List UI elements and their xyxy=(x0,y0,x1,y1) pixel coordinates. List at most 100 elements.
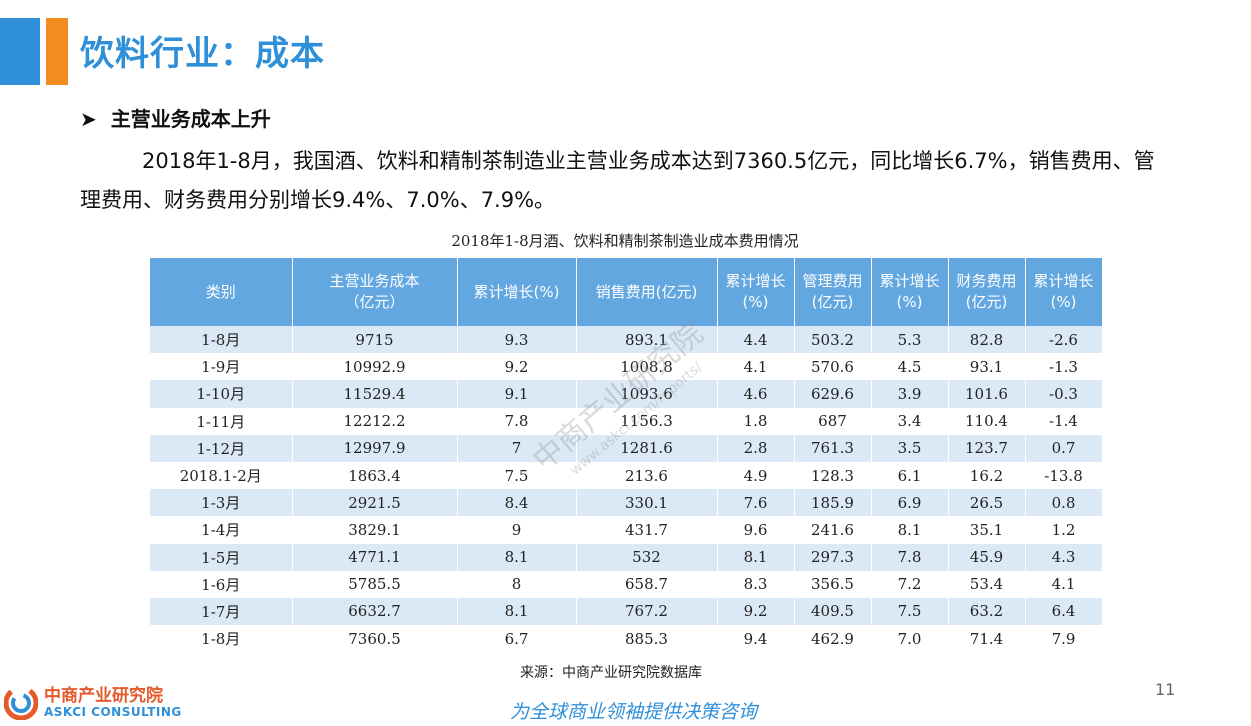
table-header-cell: 累计增长 (%) xyxy=(717,258,795,326)
table-row: 1-7月 6632.7 8.1 767.2 9.2 409.5 7.5 63.2 6.4 xyxy=(150,597,1103,626)
company-logo: 中商产业研究院 ASKCI CONSULTING xyxy=(3,685,182,721)
table-cell: 767.2 xyxy=(576,597,718,626)
table-cell: 6.1 xyxy=(871,461,949,490)
table-cell: 297.3 xyxy=(794,543,872,571)
table-cell: 431.7 xyxy=(576,516,718,544)
table-cell: 7.6 xyxy=(717,489,795,517)
table-cell: 3829.1 xyxy=(292,516,458,544)
table-row: 1-12月 12997.9 7 1281.6 2.8 761.3 3.5 123.7 0.7 xyxy=(150,434,1103,462)
table-cell: 3.9 xyxy=(871,380,949,408)
table-row: 2018.1-2月 1863.4 7.5 213.6 4.9 128.3 6.1 16.2 -1… xyxy=(150,461,1103,490)
table-cell: 2018.1-2月 xyxy=(150,461,293,490)
table-cell: -0.3 xyxy=(1025,380,1103,408)
table-cell: 7 xyxy=(457,434,577,462)
table-row: 1-4月 3829.1 9 431.7 9.6 241.6 8.1 35.1 1.2 xyxy=(150,516,1103,544)
table-cell: 8.3 xyxy=(717,570,795,598)
table-cell: 1156.3 xyxy=(576,407,718,435)
table-cell: 6632.7 xyxy=(292,597,458,626)
table-cell: 6.9 xyxy=(871,489,949,517)
table-cell: 4.3 xyxy=(1025,543,1103,571)
table-header-cell: 累计增长(%) xyxy=(457,258,577,326)
table-cell: -1.4 xyxy=(1025,407,1103,435)
table-cell: 6.4 xyxy=(1025,597,1103,626)
table-cell: 1-9月 xyxy=(150,353,293,381)
section-heading-text: 主营业务成本上升 xyxy=(110,107,271,131)
table-cell: 4.1 xyxy=(1025,570,1103,598)
slide-title: 饮料行业：成本 xyxy=(80,34,325,74)
table-cell: -1.3 xyxy=(1025,353,1103,381)
table-cell: 1008.8 xyxy=(576,353,718,381)
table-cell: 101.6 xyxy=(948,380,1026,408)
table-cell: 93.1 xyxy=(948,353,1026,381)
table-cell: 35.1 xyxy=(948,516,1026,544)
table-cell: 9.2 xyxy=(717,597,795,626)
table-cell: 82.8 xyxy=(948,326,1026,354)
table-cell: 2921.5 xyxy=(292,489,458,517)
table-cell: 3.5 xyxy=(871,434,949,462)
table-cell: 110.4 xyxy=(948,407,1026,435)
table-cell: 3.4 xyxy=(871,407,949,435)
title-accent-blue-bar xyxy=(0,18,40,85)
table-cell: 9 xyxy=(457,516,577,544)
table-row: 1-10月 11529.4 9.1 1093.6 4.6 629.6 3.9 101.6 -0.… xyxy=(150,380,1103,408)
table-cell: 7.2 xyxy=(871,570,949,598)
table-cell: 16.2 xyxy=(948,461,1026,490)
table-cell: 7.0 xyxy=(871,625,949,653)
table-cell: 4.1 xyxy=(717,353,795,381)
table-cell: 1-8月 xyxy=(150,326,293,354)
table-cell: 7.8 xyxy=(871,543,949,571)
table-cell: 1863.4 xyxy=(292,461,458,490)
table-header-cell: 管理费用 (亿元) xyxy=(794,258,872,326)
table-cell: 5.3 xyxy=(871,326,949,354)
table-cell: 123.7 xyxy=(948,434,1026,462)
summary-paragraph: 2018年1-8月，我国酒、饮料和精制茶制造业主营业务成本达到7360.5亿元，… xyxy=(80,149,1155,212)
table-cell: 8 xyxy=(457,570,577,598)
table-cell: 12997.9 xyxy=(292,434,458,462)
table-cell: 1.8 xyxy=(717,407,795,435)
table-cell: 1-12月 xyxy=(150,434,293,462)
table-cell: 4.5 xyxy=(871,353,949,381)
table-row: 1-8月 9715 9.3 893.1 4.4 503.2 5.3 82.8 -2.6 xyxy=(150,326,1103,354)
table-cell: 8.1 xyxy=(457,597,577,626)
table-cell: 10992.9 xyxy=(292,353,458,381)
table-row: 1-8月 7360.5 6.7 885.3 9.4 462.9 7.0 71.4 7.9 xyxy=(150,625,1103,653)
table-cell: 1093.6 xyxy=(576,380,718,408)
table-cell: 1.2 xyxy=(1025,516,1103,544)
table-cell: 4.4 xyxy=(717,326,795,354)
table-cell: 503.2 xyxy=(794,326,872,354)
table-cell: 11529.4 xyxy=(292,380,458,408)
table-cell: 330.1 xyxy=(576,489,718,517)
table-cell: 629.6 xyxy=(794,380,872,408)
page-number: 11 xyxy=(1155,680,1176,699)
table-cell: 26.5 xyxy=(948,489,1026,517)
table-cell: 0.7 xyxy=(1025,434,1103,462)
table-cell: 4.9 xyxy=(717,461,795,490)
cost-table: 类别 主营业务成本 （亿元） 累计增长(%) 销售费用(亿元) 累计增长 (%) 管理费用… xyxy=(150,258,1103,653)
section-heading: ➤ 主营业务成本上升 xyxy=(80,103,271,132)
table-cell: 1-5月 xyxy=(150,543,293,571)
table-cell: 0.8 xyxy=(1025,489,1103,517)
table-cell: 9.4 xyxy=(717,625,795,653)
table-cell: 128.3 xyxy=(794,461,872,490)
table-cell: 6.7 xyxy=(457,625,577,653)
table-cell: 570.6 xyxy=(794,353,872,381)
table-cell: 2.8 xyxy=(717,434,795,462)
table-cell: 7360.5 xyxy=(292,625,458,653)
logo-mark-icon xyxy=(3,685,39,721)
table-row: 1-9月 10992.9 9.2 1008.8 4.1 570.6 4.5 93.1 -1.3 xyxy=(150,353,1103,381)
table-cell: 5785.5 xyxy=(292,570,458,598)
table-header-cell: 类别 xyxy=(150,258,293,326)
table-cell: 8.1 xyxy=(871,516,949,544)
table-cell: 9.6 xyxy=(717,516,795,544)
table-cell: 532 xyxy=(576,543,718,571)
table-cell: 356.5 xyxy=(794,570,872,598)
title-accent-orange-bar xyxy=(46,18,68,85)
table-row: 1-5月 4771.1 8.1 532 8.1 297.3 7.8 45.9 4.3 xyxy=(150,543,1103,571)
table-cell: 1-7月 xyxy=(150,597,293,626)
table-header-cell: 销售费用(亿元) xyxy=(576,258,718,326)
table-cell: 8.1 xyxy=(457,543,577,571)
table-cell: 4.6 xyxy=(717,380,795,408)
table-row: 1-6月 5785.5 8 658.7 8.3 356.5 7.2 53.4 4.1 xyxy=(150,570,1103,598)
table-cell: 1281.6 xyxy=(576,434,718,462)
table-cell: 1-10月 xyxy=(150,380,293,408)
